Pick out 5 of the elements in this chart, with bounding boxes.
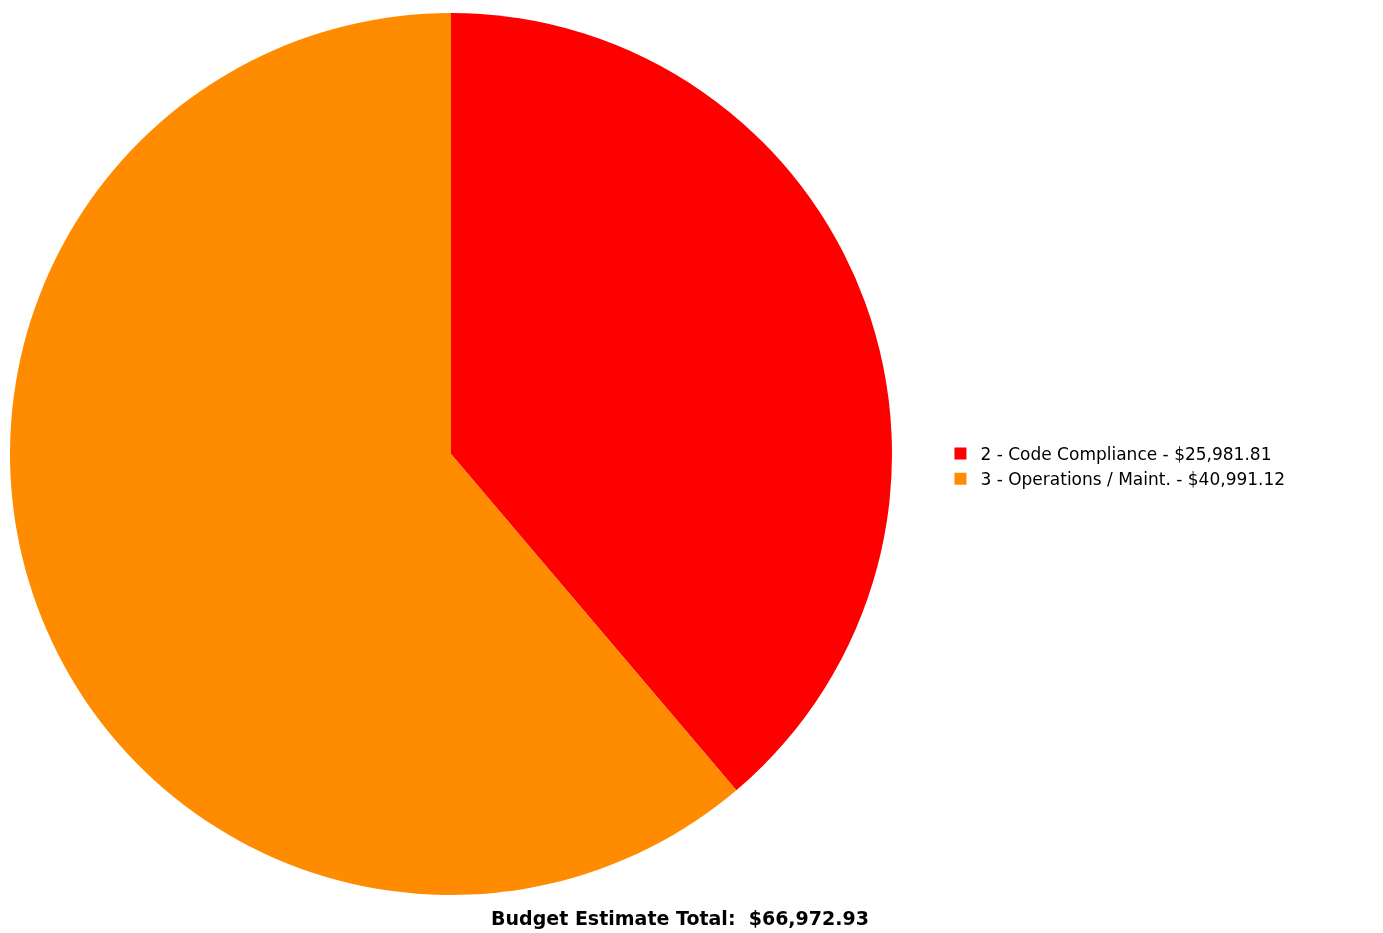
- legend-label: 3 - Operations / Maint. - $40,991.12: [980, 469, 1286, 490]
- pie-slice: [10, 13, 737, 895]
- text: Budget Estimate Total: $66,972.93: [491, 906, 869, 929]
- pie-slice: [451, 13, 892, 791]
- legend-label: 2 - Code Compliance - $25,981.81: [980, 444, 1272, 465]
